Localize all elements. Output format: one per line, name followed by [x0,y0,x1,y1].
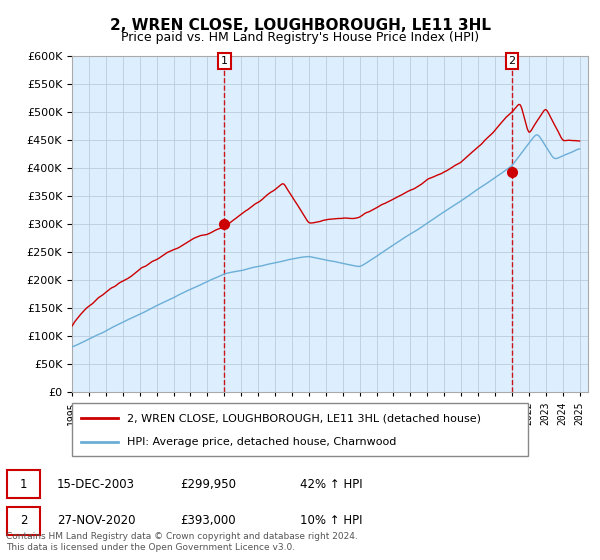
Text: 27-NOV-2020: 27-NOV-2020 [57,514,136,528]
Text: HPI: Average price, detached house, Charnwood: HPI: Average price, detached house, Char… [127,436,396,446]
Text: £393,000: £393,000 [180,514,236,528]
Text: 1: 1 [20,478,27,491]
Text: 2, WREN CLOSE, LOUGHBOROUGH, LE11 3HL (detached house): 2, WREN CLOSE, LOUGHBOROUGH, LE11 3HL (d… [127,413,481,423]
Text: 1: 1 [221,56,228,66]
Text: 2: 2 [508,56,515,66]
Text: 2: 2 [20,514,27,528]
Text: 2, WREN CLOSE, LOUGHBOROUGH, LE11 3HL: 2, WREN CLOSE, LOUGHBOROUGH, LE11 3HL [110,18,491,33]
Text: 15-DEC-2003: 15-DEC-2003 [57,478,135,491]
Text: £299,950: £299,950 [180,478,236,491]
FancyBboxPatch shape [72,403,528,456]
Text: 10% ↑ HPI: 10% ↑ HPI [300,514,362,528]
Text: Price paid vs. HM Land Registry's House Price Index (HPI): Price paid vs. HM Land Registry's House … [121,31,479,44]
Text: 42% ↑ HPI: 42% ↑ HPI [300,478,362,491]
Text: Contains HM Land Registry data © Crown copyright and database right 2024.
This d: Contains HM Land Registry data © Crown c… [6,532,358,552]
